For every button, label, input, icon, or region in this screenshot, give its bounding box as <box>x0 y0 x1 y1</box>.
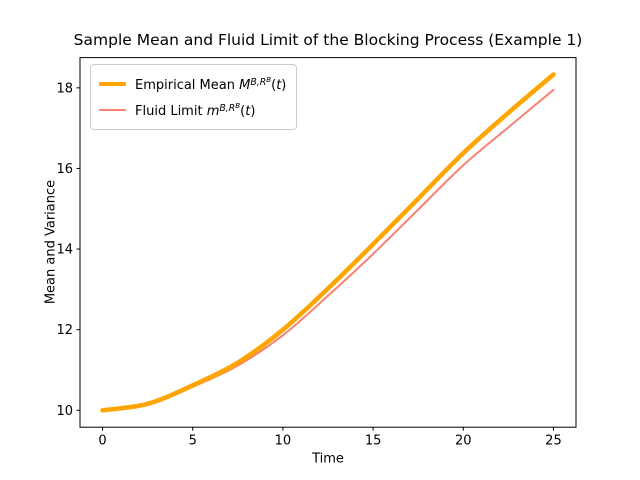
x-tick-label: 5 <box>189 434 197 449</box>
x-tick-label: 15 <box>365 434 382 449</box>
y-tick-label: 16 <box>56 162 73 177</box>
x-tick-label: 20 <box>455 434 472 449</box>
legend-swatch-empirical-mean <box>99 81 126 87</box>
legend-entry-fluid-limit: Fluid Limit mB,RB(t) <box>99 97 286 123</box>
legend-entry-empirical-mean: Empirical Mean MB,RB(t) <box>99 71 286 97</box>
y-tick-label: 10 <box>56 404 73 419</box>
x-axis-label: Time <box>312 451 344 467</box>
series-line-fluid-limit <box>101 88 555 412</box>
x-tick-label: 0 <box>98 434 106 449</box>
axes-spines <box>79 57 577 428</box>
legend-swatch-fluid-limit <box>99 109 126 111</box>
legend-label-empirical-mean: Empirical Mean MB,RB(t) <box>135 75 287 93</box>
x-tick-label: 10 <box>275 434 292 449</box>
y-tick-label: 14 <box>56 243 73 258</box>
y-tick-label: 12 <box>56 323 73 338</box>
legend: Empirical Mean MB,RB(t) Fluid Limit mB,RB… <box>90 64 298 130</box>
y-axis-label: Mean and Variance <box>43 179 59 305</box>
chart-title: Sample Mean and Fluid Limit of the Block… <box>73 31 583 49</box>
x-tick-label: 25 <box>545 434 562 449</box>
legend-label-fluid-limit: Fluid Limit mB,RB(t) <box>135 101 256 119</box>
series-line-empirical-mean <box>100 72 556 413</box>
y-tick-label: 18 <box>56 81 73 96</box>
